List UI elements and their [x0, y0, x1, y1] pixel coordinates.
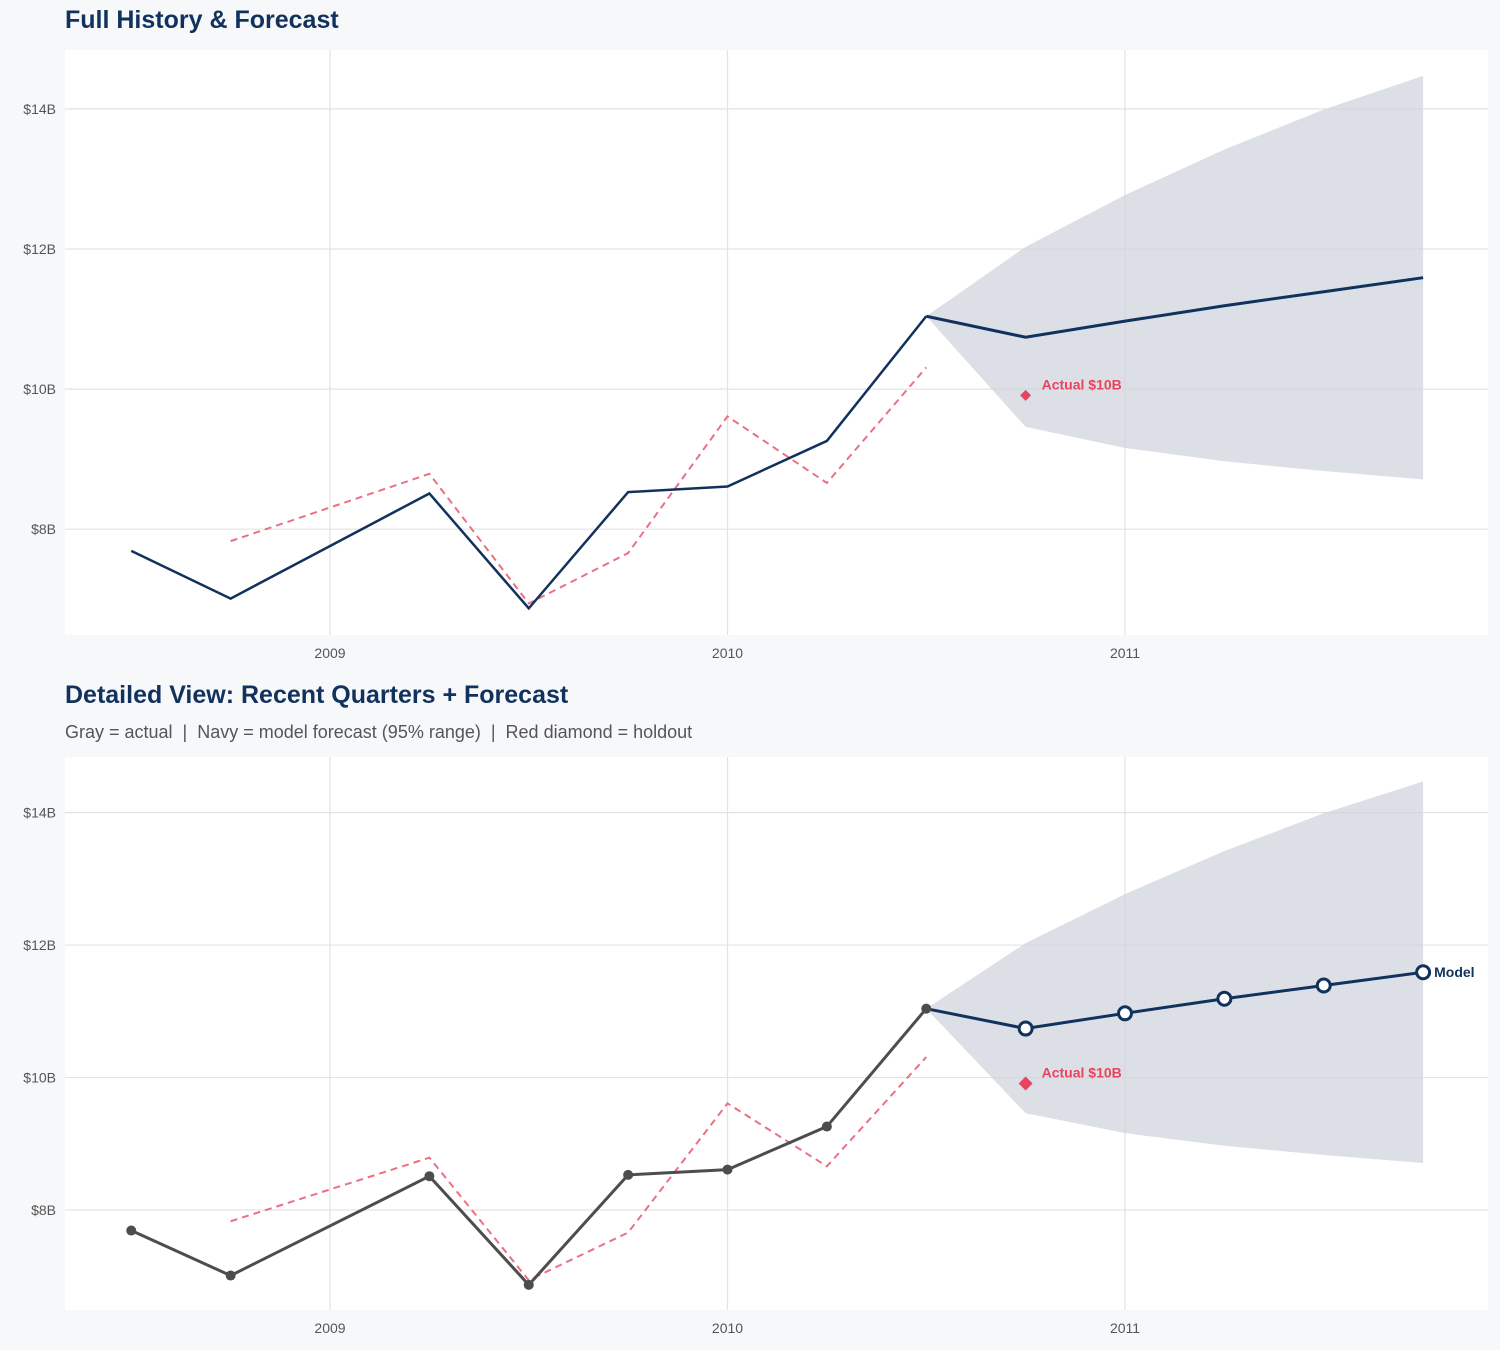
actual-line [130, 315, 928, 611]
x-tick-label: 2010 [712, 645, 743, 661]
forecast-point [1216, 990, 1233, 1007]
y-tick-label: $10B [23, 381, 56, 397]
actual-point [523, 1279, 534, 1290]
chart-title-detailed-view: Detailed View: Recent Quarters + Forecas… [65, 681, 569, 709]
y-tick-label: $12B [23, 241, 56, 257]
y-tick-label: $14B [23, 805, 56, 821]
holdout-label: Actual $10B [1042, 1065, 1122, 1081]
holdout-label: Actual $10B [1042, 376, 1122, 392]
forecast-point [1315, 977, 1332, 994]
fitted-dashed-line [230, 1056, 927, 1282]
actual-line [130, 1007, 928, 1288]
y-tick-label: $8B [31, 1202, 56, 1218]
x-tick-label: 2010 [712, 1320, 743, 1336]
chart-panel-1: $8B $10B $12B $14B 2009 2010 2011 Actual $10B [23, 50, 1488, 661]
forecast-line [925, 970, 1424, 1031]
actual-point [921, 1003, 932, 1014]
forecast-95-band [926, 781, 1424, 1163]
holdout-diamond [1020, 389, 1032, 401]
fitted-dashed-line [230, 366, 928, 605]
y-tick-label: $14B [23, 101, 56, 117]
actual-point [225, 1270, 236, 1281]
chart-subtitle-detailed-view: Gray = actual | Navy = model forecast (9… [65, 722, 693, 742]
y-tick-label: $8B [31, 521, 56, 537]
holdout-diamond [1018, 1076, 1033, 1091]
y-tick-label: $12B [23, 937, 56, 953]
actual-point [424, 1171, 435, 1182]
actual-point [722, 1164, 733, 1175]
actual-point [821, 1121, 832, 1132]
forecast-line [925, 276, 1424, 339]
chart-panel-2: $8B $10B $12B $14B 2009 2010 2011 Model Actual $… [23, 757, 1488, 1336]
forecast-point [1017, 1020, 1034, 1037]
forecast-point [1117, 1005, 1133, 1022]
x-tick-label: 2011 [1110, 645, 1140, 661]
actual-point [623, 1169, 634, 1180]
chart-title-full-history: Full History & Forecast [65, 6, 339, 34]
x-tick-label: 2009 [314, 645, 345, 661]
x-tick-label: 2011 [1110, 1320, 1140, 1336]
forecast-95-band [926, 75, 1424, 480]
actual-point [126, 1225, 137, 1236]
x-tick-label: 2009 [314, 1320, 345, 1336]
model-label: Model [1434, 964, 1474, 980]
y-tick-label: $10B [23, 1070, 56, 1086]
forecast-point [1415, 964, 1432, 981]
